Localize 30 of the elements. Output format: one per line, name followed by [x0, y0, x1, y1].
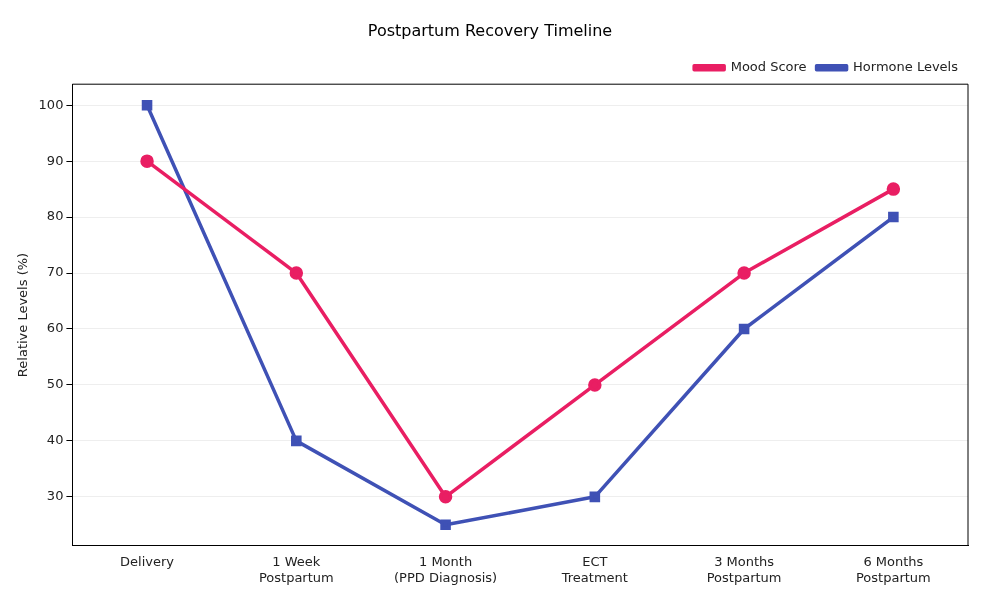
legend-label: Hormone Levels: [853, 59, 959, 75]
point: [589, 491, 601, 503]
point: [438, 490, 453, 504]
y-tick-label: 70: [46, 264, 64, 280]
x-tick-label: 6 Months Postpartum: [855, 553, 931, 585]
y-tick-label: 40: [46, 432, 64, 448]
point: [140, 154, 154, 168]
point: [888, 211, 899, 223]
y-axis-title: Relative Levels (%): [15, 252, 31, 378]
legend-label: Mood Score: [730, 59, 807, 75]
y-tick-label: 60: [46, 320, 64, 336]
point: [291, 435, 302, 447]
point: [738, 323, 750, 335]
x-tick-label: 1 Month (PPD Diagnosis): [394, 553, 498, 585]
x-tick-label: Delivery: [120, 553, 175, 569]
y-tick-label: 80: [46, 208, 64, 224]
x-tick-label: 3 Months Postpartum: [706, 553, 782, 585]
point: [289, 266, 304, 280]
point: [588, 378, 602, 392]
point: [737, 266, 751, 280]
x-tick-label: ECT Treatment: [560, 553, 628, 585]
y-tick-label: 100: [38, 96, 64, 112]
point: [886, 182, 901, 196]
point: [141, 99, 153, 111]
x-tick-label: 1 Week Postpartum: [258, 553, 334, 585]
y-tick-label: 50: [46, 376, 64, 392]
y-tick-label: 90: [46, 152, 64, 168]
y-tick-label: 30: [46, 488, 64, 504]
point: [440, 519, 451, 531]
chart-title: Postpartum Recovery Timeline: [367, 20, 613, 40]
